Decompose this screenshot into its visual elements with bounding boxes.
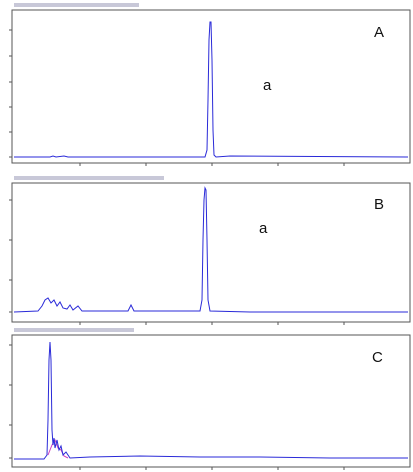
panel-label: A: [374, 24, 384, 41]
panel-label: C: [372, 349, 383, 366]
plot-frame: [11, 9, 411, 164]
plot-frame: [11, 182, 411, 323]
panel-header: [14, 328, 134, 332]
fill-overlay: [47, 438, 69, 459]
panel-sublabel: a: [263, 77, 272, 94]
panel-header: [14, 3, 139, 7]
chromatogram-trace: [14, 341, 408, 460]
axis-ticks: [9, 199, 345, 325]
chromatogram-trace: [13, 186, 408, 313]
panel-label: B: [374, 196, 384, 213]
plot-frame: [11, 334, 411, 468]
panel-b: B a: [9, 176, 411, 325]
axis-ticks: [9, 344, 345, 470]
panel-c: C: [9, 328, 411, 470]
axis-ticks: [9, 29, 345, 166]
panel-header: [14, 176, 164, 180]
panel-a: A a: [9, 3, 411, 166]
chromatogram-trace: [14, 21, 409, 158]
panel-sublabel: a: [259, 220, 268, 237]
